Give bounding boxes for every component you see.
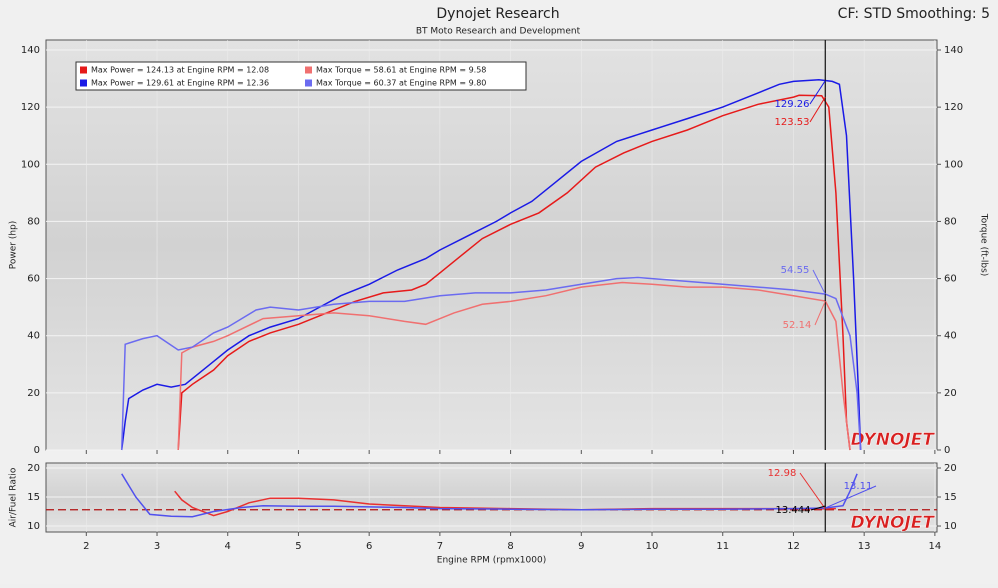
readout-pointer [809, 96, 826, 123]
title: Dynojet Research [436, 6, 559, 22]
x-tick-label: 10 [646, 541, 659, 552]
cursor-readout: 123.53 [775, 117, 810, 128]
legend-swatch [80, 79, 87, 87]
y2-tick-label: 20 [944, 388, 957, 399]
x-tick-label: 8 [507, 541, 513, 552]
y-tick-label: 100 [21, 159, 40, 170]
x-tick-label: 4 [225, 541, 231, 552]
legend-swatch [305, 66, 312, 74]
series-line [121, 473, 858, 518]
y-tick-label: 0 [34, 445, 40, 456]
legend-box [75, 61, 527, 91]
y-tick-label: 140 [21, 45, 40, 56]
y2-tick-label: 60 [944, 274, 957, 285]
x-axis-label: Engine RPM (rpmx1000) [437, 556, 546, 566]
x-tick-label: 5 [295, 541, 301, 552]
y2-axis-label: Torque (ft-lbs) [979, 213, 989, 277]
cursor-readout: 52.14 [783, 320, 812, 331]
x-tick-label: 11 [716, 541, 729, 552]
series-line [177, 94, 851, 451]
readout-pointer [814, 300, 826, 326]
y-tick-label: 15 [27, 492, 40, 503]
y2-tick-label: 40 [944, 331, 957, 342]
legend-label: Max Torque = 58.61 at Engine RPM = 9.58 [316, 66, 486, 75]
legend-label: Max Power = 124.13 at Engine RPM = 12.08 [91, 66, 269, 75]
cursor-readout: 13.11 [844, 481, 873, 492]
cursor-readout: 12.98 [768, 468, 797, 479]
y-tick-label: 20 [27, 463, 40, 474]
x-tick-label: 6 [366, 541, 372, 552]
readout-pointer [825, 485, 877, 509]
x-tick-label: 3 [154, 541, 160, 552]
y-axis-label: Air/Fuel Ratio [9, 467, 19, 527]
legend-swatch [80, 66, 87, 74]
y2-tick-label: 120 [944, 102, 963, 113]
subtitle: BT Moto Research and Development [416, 27, 581, 37]
legend-swatch [305, 79, 312, 87]
cursor-readout: 129.26 [775, 99, 810, 110]
header-right: CF: STD Smoothing: 5 [838, 6, 990, 22]
y2-tick-label: 15 [944, 492, 957, 503]
readout-pointer [810, 505, 826, 511]
x-tick-label: 12 [787, 541, 800, 552]
y-tick-label: 120 [21, 102, 40, 113]
legend-label: Max Power = 129.61 at Engine RPM = 12.36 [91, 79, 269, 88]
x-tick-label: 14 [929, 541, 942, 552]
y2-tick-label: 0 [944, 445, 950, 456]
y2-tick-label: 100 [944, 159, 963, 170]
y-tick-label: 60 [27, 274, 40, 285]
y-axis-label: Power (hp) [9, 221, 19, 270]
series-line [120, 78, 862, 451]
y2-tick-label: 10 [944, 521, 957, 532]
x-tick-label: 9 [578, 541, 584, 552]
x-tick-label: 2 [83, 541, 89, 552]
readout-pointer [812, 269, 826, 295]
x-tick-label: 7 [437, 541, 443, 552]
y2-tick-label: 140 [944, 45, 963, 56]
y-tick-label: 20 [27, 388, 40, 399]
y-tick-label: 80 [27, 216, 40, 227]
cursor-readout: 13.444 [776, 505, 811, 516]
logo: DYNOJET [851, 513, 936, 533]
y-tick-label: 40 [27, 331, 40, 342]
y-tick-label: 10 [27, 521, 40, 532]
x-tick-label: 13 [858, 541, 871, 552]
series-line [120, 276, 862, 451]
cursor-readout: 54.55 [781, 265, 810, 276]
readout-pointer [809, 80, 826, 105]
legend-label: Max Torque = 60.37 at Engine RPM = 9.80 [316, 79, 486, 88]
y2-tick-label: 80 [944, 216, 957, 227]
logo: DYNOJET [851, 430, 936, 450]
readout-pointer [799, 472, 826, 510]
y2-tick-label: 20 [944, 463, 957, 474]
plot-area [45, 39, 938, 451]
series-line [177, 281, 851, 451]
